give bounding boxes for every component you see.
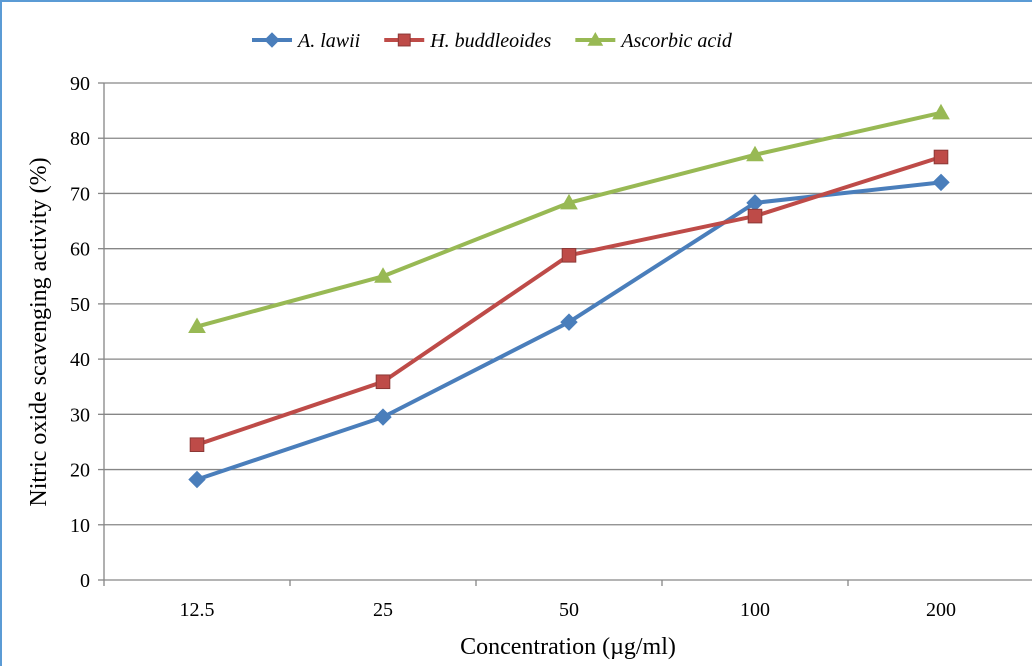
axes: 0 10 20 30 40 50 60 70 80 90 12.5 25 50 100 200: [70, 73, 1032, 621]
y-tick-label: 70: [70, 183, 90, 205]
legend-label: A. lawii: [296, 30, 360, 52]
legend-marker: [397, 33, 411, 47]
y-tick-label: 60: [70, 239, 90, 261]
series-line: [196, 180, 942, 482]
x-tick-label: 12.5: [180, 599, 215, 621]
legend-item: A. lawii: [252, 30, 360, 52]
y-axis-title: Nitric oxide scavenging activity (%): [26, 157, 52, 506]
x-tick-label: 100: [740, 599, 770, 621]
y-tick-label: 40: [70, 349, 90, 371]
legend-item: H. buddleoides: [384, 30, 552, 52]
legend-label: Ascorbic acid: [619, 30, 733, 52]
data-point: [561, 247, 577, 263]
series-line: [196, 110, 942, 329]
y-tick-label: 0: [80, 570, 90, 592]
series-a-lawii: [188, 173, 950, 489]
data-point: [932, 103, 950, 120]
data-point: [188, 470, 206, 489]
data-point: [374, 408, 392, 426]
legend-marker: [264, 32, 280, 48]
y-tick-label: 50: [70, 294, 90, 316]
series-ascorbic-acid: [188, 103, 950, 334]
grid-lines: [104, 82, 1032, 526]
legend-item: Ascorbic acid: [575, 30, 733, 52]
data-point: [746, 145, 764, 162]
data-point: [933, 149, 949, 165]
legend-label: H. buddleoides: [429, 30, 551, 52]
series-h-buddleoides: [189, 149, 949, 453]
x-tick-label: 200: [926, 599, 956, 621]
data-point: [560, 193, 578, 210]
x-axis-title: Concentration (µg/ml): [460, 634, 676, 660]
x-tick-label: 25: [373, 599, 393, 621]
x-tick-label: 50: [559, 599, 579, 621]
data-point: [932, 173, 950, 192]
y-tick-label: 80: [70, 128, 90, 150]
data-point: [374, 267, 392, 283]
data-point: [188, 317, 206, 334]
y-tick-label: 30: [70, 404, 90, 426]
series-lines: [188, 103, 950, 489]
data-point: [189, 437, 205, 453]
legend-marker: [587, 31, 604, 46]
data-point: [375, 374, 391, 390]
data-point: [560, 313, 578, 331]
y-tick-label: 10: [70, 515, 90, 537]
data-point: [747, 208, 763, 224]
y-tick-label: 20: [70, 460, 90, 482]
legend: A. lawii H. buddleoides Ascorbic acid: [252, 30, 733, 52]
y-tick-label: 90: [70, 73, 90, 95]
